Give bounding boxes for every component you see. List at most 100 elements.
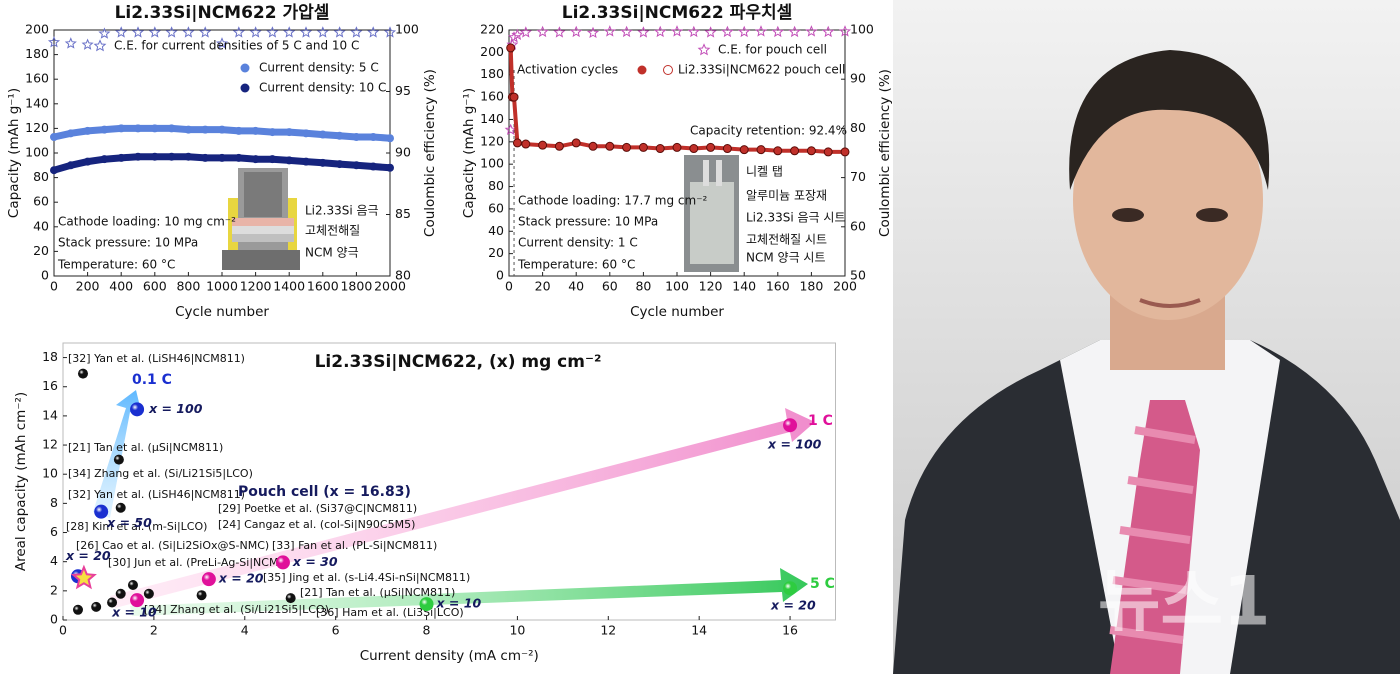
point	[419, 597, 434, 612]
star-point	[215, 37, 229, 49]
star-point	[199, 26, 212, 38]
y-tick-label: 160	[25, 71, 49, 86]
star-point	[519, 26, 532, 38]
x-tick-label: 14	[691, 623, 707, 638]
point	[94, 504, 109, 519]
point-label: x = 30	[292, 554, 338, 569]
y-tick-label: 140	[480, 111, 504, 126]
x-tick-label: 200	[833, 279, 857, 294]
y-tick-label: 60	[33, 194, 49, 209]
point	[672, 142, 682, 152]
portrait-photo	[893, 0, 1400, 674]
annotation: [35] Jing et al. (s-Li4.4Si-nSi|NCM811)	[263, 571, 470, 584]
point-label: x = 20	[65, 548, 111, 563]
point	[302, 129, 310, 138]
annotation: [21] Tan et al. (μSi|NCM811)	[300, 586, 455, 599]
x-tick-label: 2000	[374, 279, 406, 294]
point	[91, 601, 102, 612]
legend-marker	[637, 65, 647, 75]
annotation: Stack pressure: 10 MPa	[58, 236, 198, 250]
point	[268, 128, 277, 137]
series-name: 5 C	[810, 576, 835, 592]
star-point	[333, 26, 346, 38]
y2-tick-label: 70	[850, 169, 866, 184]
series-name: 1 C	[808, 413, 833, 429]
point	[554, 141, 564, 151]
y-tick-label: 200	[480, 44, 504, 59]
x-tick-label: 160	[766, 279, 790, 294]
star-point	[511, 28, 524, 41]
x-tick-label: 0	[50, 279, 58, 294]
point	[143, 588, 154, 599]
point	[506, 43, 516, 53]
point	[285, 128, 294, 137]
point	[369, 133, 378, 142]
point	[107, 597, 118, 608]
star-point	[805, 25, 818, 37]
star-point	[47, 35, 61, 48]
pouch-photo	[684, 155, 739, 272]
y-tick-label: 18	[42, 349, 58, 364]
star-point	[687, 25, 700, 38]
annotation: [29] Poetke et al. (Si37@C|NCM811)	[218, 502, 417, 515]
point	[150, 124, 159, 133]
x-tick-label: 1200	[240, 279, 272, 294]
y-tick-label: 120	[25, 120, 49, 135]
y-tick-label: 20	[33, 243, 49, 258]
y-axis-label: Capacity (mAh g⁻¹)	[6, 88, 22, 218]
annotation: [28] Kim et al. (m-Si|LCO)	[66, 520, 207, 533]
star-point	[721, 25, 734, 38]
series-name: 0.1 C	[132, 372, 172, 388]
point	[512, 138, 522, 148]
point	[773, 146, 783, 156]
star-point	[316, 26, 329, 38]
point	[335, 160, 344, 169]
point	[184, 125, 193, 134]
legend-label: Current density: 5 C	[259, 61, 379, 75]
point	[783, 581, 798, 596]
y2-tick-label: 85	[395, 206, 411, 221]
annotation: Capacity retention: 92.4%	[690, 124, 847, 138]
point	[167, 152, 176, 161]
point	[521, 139, 531, 149]
diagram-label: 고체전해질	[305, 224, 360, 238]
point	[100, 125, 109, 134]
point	[638, 142, 648, 152]
x-tick-label: 140	[732, 279, 756, 294]
x-tick-label: 40	[568, 279, 584, 294]
y2-tick-label: 80	[395, 268, 411, 283]
point	[83, 126, 92, 135]
point	[130, 402, 145, 417]
point-label: x = 10	[111, 605, 157, 620]
point	[509, 92, 519, 102]
diagram-label: NCM 양극	[305, 246, 359, 260]
point-label: x = 50	[106, 515, 152, 530]
point	[115, 588, 126, 599]
legend-marker	[663, 65, 673, 75]
y2-tick-label: 60	[850, 218, 866, 233]
star-point	[838, 25, 852, 37]
y2-tick-label: 90	[395, 145, 411, 160]
point	[352, 133, 361, 142]
x-tick-label: 180	[799, 279, 823, 294]
point	[275, 555, 290, 570]
y-tick-label: 0	[496, 268, 504, 283]
y-tick-label: 4	[50, 553, 58, 568]
watermark: 뉴스1	[1098, 563, 1270, 642]
star-point	[771, 25, 784, 38]
annotation: [32] Yan et al. (LiSH46|NCM811)	[68, 352, 245, 365]
y-axis-label: Capacity (mAh g⁻¹)	[461, 88, 477, 218]
point	[234, 126, 243, 135]
point	[790, 146, 800, 156]
annotation: [32] Yan et al. (LiSH46|NCM811)	[68, 488, 245, 501]
legend-label: Li2.33Si|NCM622 pouch cell	[678, 63, 845, 77]
annotation: [33] Fan et al. (PL-Si|NCM811)	[272, 539, 437, 552]
x-tick-label: 12	[600, 623, 616, 638]
star-point	[570, 25, 583, 38]
diagram-label: 알루미늄 포장재	[746, 189, 827, 203]
point	[739, 145, 749, 155]
y2-tick-label: 80	[850, 120, 866, 135]
x-tick-label: 800	[176, 279, 200, 294]
series-name: Pouch cell (x = 16.83)	[238, 484, 411, 500]
point	[588, 141, 598, 151]
